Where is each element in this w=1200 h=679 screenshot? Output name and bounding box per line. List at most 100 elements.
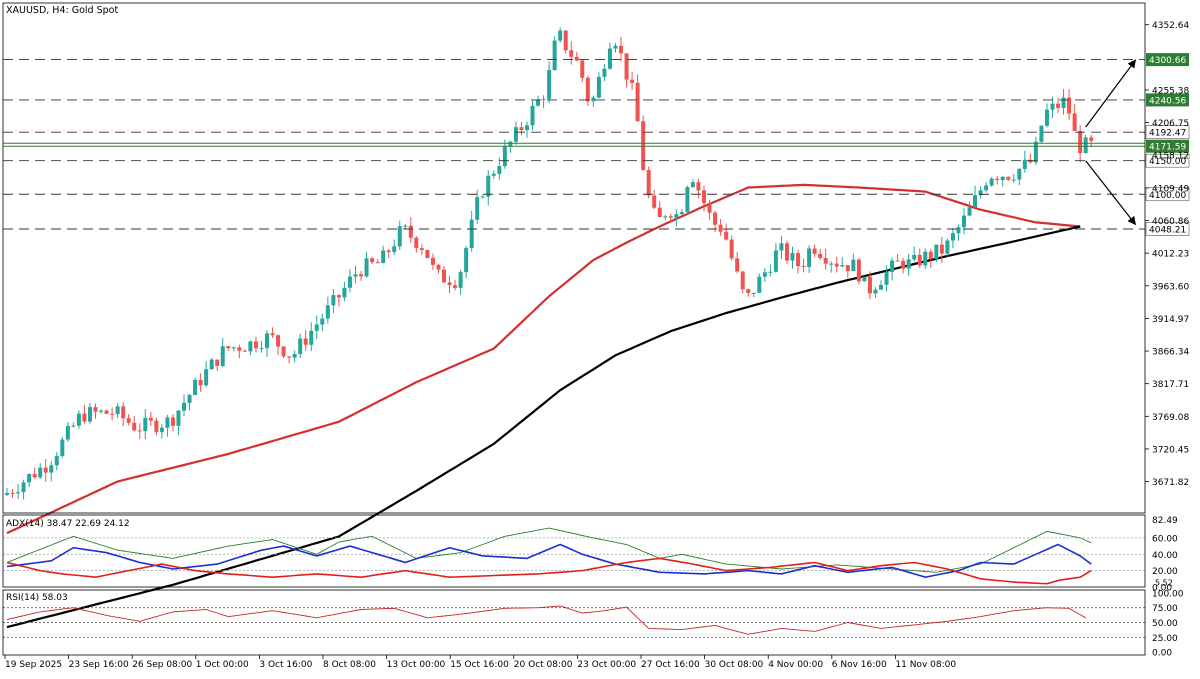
candle-body [176, 410, 181, 426]
candle [652, 189, 657, 210]
time-tick-label: 3 Oct 16:00 [259, 660, 312, 670]
candle [718, 218, 723, 236]
candle-body [458, 272, 463, 288]
candle [126, 414, 131, 426]
candle-body [292, 354, 297, 358]
candle [812, 244, 817, 258]
candle [912, 246, 917, 262]
candle [873, 287, 878, 298]
time-tick-label: 26 Sep 08:00 [132, 660, 192, 670]
moving-average-line-0 [6, 183, 1081, 535]
candle [497, 157, 502, 180]
candle [469, 210, 474, 252]
candle-body [1089, 137, 1094, 141]
candle-body [580, 60, 585, 78]
candle-body [867, 276, 872, 294]
candle-body [320, 318, 325, 325]
time-tick-label: 19 Sep 2025 [5, 660, 62, 670]
candle-body [1078, 130, 1083, 153]
rsi-tick-label: 0.00 [1152, 649, 1172, 659]
price-level-tag-text: 4171.59 [1149, 143, 1186, 153]
price-tick-label: 3866.34 [1152, 348, 1189, 358]
candle [619, 36, 624, 62]
candle [1000, 175, 1005, 187]
candle [950, 227, 955, 249]
candle [430, 253, 435, 271]
candle-body [718, 224, 723, 232]
candle-body [143, 417, 148, 432]
time-tick-label: 4 Nov 00:00 [768, 660, 823, 670]
candle-body [442, 269, 447, 283]
time-tick-label: 23 Oct 00:00 [577, 660, 636, 670]
candle [314, 315, 319, 340]
price-tick-label: 3817.71 [1152, 380, 1189, 390]
price-tick-label: 4109.49 [1152, 184, 1189, 194]
adx-series-line-2 [6, 557, 1092, 585]
candle-body [87, 407, 92, 422]
candle-body [1017, 168, 1022, 180]
candle [978, 186, 983, 199]
candle-body [641, 121, 646, 171]
adx-tick-label: 40.00 [1152, 551, 1178, 561]
rsi-series-line-0 [6, 605, 1086, 635]
candle-body [126, 418, 131, 423]
candle [713, 210, 718, 233]
adx-tick-label: 0.00 [1152, 584, 1172, 594]
candle [502, 139, 507, 169]
candle-body [807, 248, 812, 267]
candle [591, 95, 596, 107]
candle-body [585, 77, 590, 102]
candle-body [392, 246, 397, 253]
candle-body [5, 493, 9, 495]
candle-body [204, 369, 209, 386]
candle-body [574, 56, 579, 61]
candle-body [696, 182, 701, 191]
candle [253, 336, 258, 353]
candle-body [182, 402, 187, 411]
price-tick-label: 4206.75 [1152, 119, 1189, 129]
candle [1050, 96, 1055, 118]
candle-body [978, 190, 983, 196]
candle-body [281, 346, 286, 357]
pane-frame-2 [2, 589, 1146, 656]
candle [38, 463, 43, 480]
candle [1067, 89, 1072, 121]
candle [375, 259, 380, 264]
candle-body [591, 97, 596, 102]
candle [104, 409, 109, 415]
price-level-tag-bg [1145, 187, 1190, 202]
candle [414, 236, 419, 253]
candle-body [209, 359, 214, 370]
candle [768, 264, 773, 277]
candle-body [685, 187, 690, 213]
candle [270, 327, 275, 338]
candle-body [619, 45, 624, 54]
candle-body [347, 276, 352, 288]
candle [259, 341, 264, 353]
price-level-tag-text: 4240.56 [1149, 96, 1186, 106]
candle-body [967, 207, 972, 216]
adx-series-line-1 [6, 543, 1092, 579]
price-level-tag-bg [1145, 153, 1190, 168]
price-level-tag-bg [1146, 53, 1189, 67]
candle [170, 414, 175, 432]
candle [757, 273, 762, 294]
price-level-tag-text: 4048.21 [1149, 226, 1186, 236]
candle [823, 248, 828, 270]
candle [154, 417, 159, 436]
candle-body [475, 197, 480, 220]
candle [563, 30, 568, 54]
candle [303, 330, 308, 352]
candle [939, 236, 944, 263]
candle-body [121, 406, 126, 419]
candle [657, 201, 662, 218]
time-tick-label: 23 Sep 16:00 [69, 660, 129, 670]
candle-body [331, 295, 336, 306]
candle-body [60, 439, 65, 457]
candle [906, 253, 911, 276]
candle-body [159, 427, 164, 433]
moving-average-layer [6, 183, 1081, 629]
candle [347, 269, 352, 293]
candle [1011, 173, 1016, 183]
